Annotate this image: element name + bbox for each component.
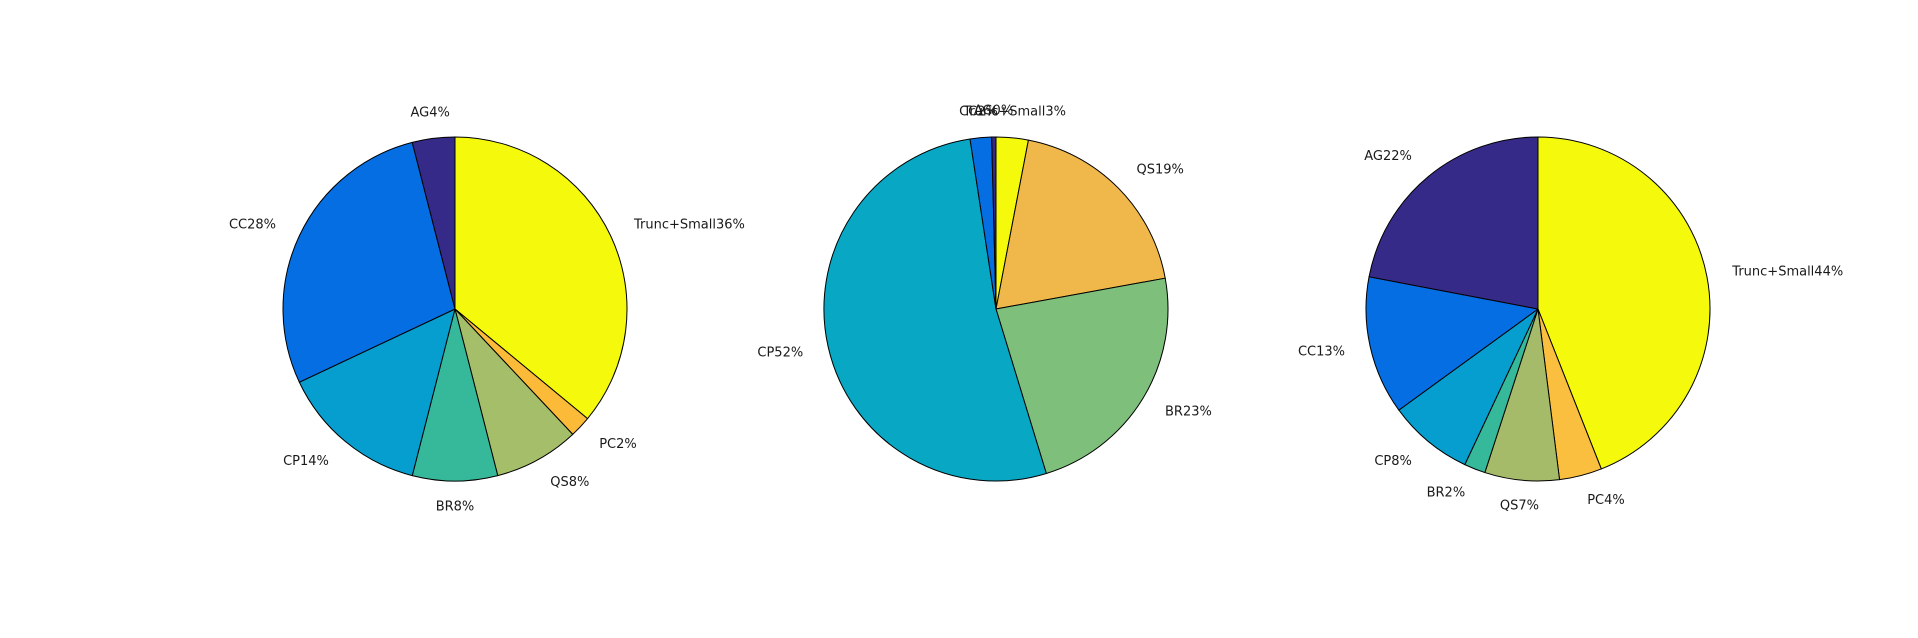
pie-1-slice-1: [454, 136, 628, 420]
pie-2-slice-3: [995, 277, 1169, 474]
pie-3-slice-label-2: PC4%: [1587, 493, 1625, 508]
pie-3-slice-label-6: CC13%: [1298, 345, 1345, 360]
pie-2-slice-6: [991, 136, 997, 310]
pie-3-slice-1: [1537, 136, 1711, 470]
pie-1-slice-label-3: QS8%: [550, 475, 589, 490]
pie-3-slice-label-4: BR2%: [1427, 485, 1466, 500]
pie-1-slice-7: [411, 136, 456, 310]
pie-2-slice-label-6: AG0%: [974, 104, 1013, 119]
pie-2-slice-label-5: CC2%: [959, 105, 998, 120]
pie-2-slice-4: [823, 138, 1047, 482]
pie-1-slice-label-2: PC2%: [599, 437, 637, 452]
pie-1-slice-label-5: CP14%: [283, 454, 329, 469]
pie-3-slice-label-1: Trunc+Small44%: [1731, 264, 1843, 279]
pie-2-slice-label-2: QS19%: [1137, 162, 1184, 177]
pie-1-slice-label-1: Trunc+Small36%: [633, 217, 745, 232]
pie-1-slice-5: [298, 308, 456, 477]
pie-1-slice-label-6: CC28%: [229, 217, 276, 232]
pie-chart-1: Trunc+Small36% PC2% QS8% BR8% CP14% CC28% AG4%: [229, 105, 745, 514]
pie-1-slice-label-7: AG4%: [411, 105, 450, 120]
pie-2-slice-label-4: CP52%: [757, 346, 803, 361]
pie-3-slice-6: [1365, 276, 1539, 411]
pie-3-slice-7: [1368, 136, 1539, 310]
pie-1-slice-6: [282, 141, 456, 383]
pie-2-slice-2: [995, 139, 1166, 310]
pie-2-slice-label-1: Trunc+Small3%: [962, 105, 1066, 120]
pie-1-slice-label-4: BR8%: [436, 499, 475, 514]
pie-3-slice-label-5: CP8%: [1374, 454, 1412, 469]
pie-3-slice-label-7: AG22%: [1364, 149, 1412, 164]
pie-2-slice-label-3: BR23%: [1165, 404, 1212, 419]
pie-3-slice-label-3: QS7%: [1500, 498, 1539, 513]
pie-chart-2: Trunc+Small3% QS19% BR23% CP52% CC2%AG0%: [757, 104, 1212, 482]
pie-chart-3: Trunc+Small44% PC4% QS7% BR2% CP8% CC13% AG22%: [1298, 136, 1843, 513]
